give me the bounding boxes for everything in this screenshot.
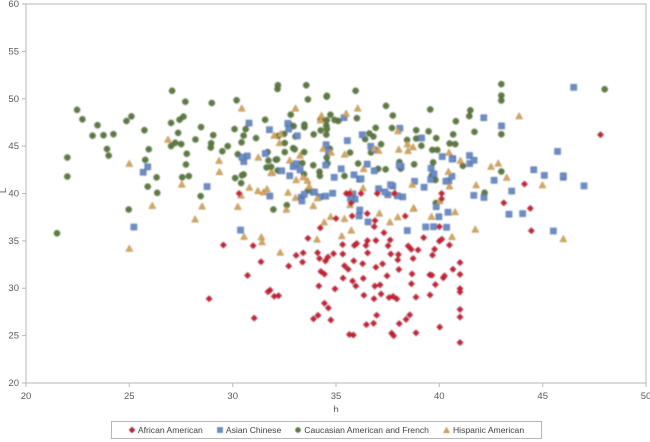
svg-text:40: 40 bbox=[8, 189, 19, 200]
svg-text:h: h bbox=[333, 405, 339, 412]
svg-text:25: 25 bbox=[124, 391, 135, 402]
svg-text:35: 35 bbox=[8, 236, 19, 247]
svg-text:L: L bbox=[0, 188, 9, 193]
svg-text:30: 30 bbox=[8, 283, 19, 294]
svg-text:45: 45 bbox=[8, 141, 19, 152]
svg-text:20: 20 bbox=[8, 378, 19, 389]
svg-text:60: 60 bbox=[8, 0, 19, 10]
svg-text:40: 40 bbox=[434, 391, 445, 402]
svg-text:55: 55 bbox=[8, 46, 19, 57]
svg-text:45: 45 bbox=[537, 391, 548, 402]
svg-text:50: 50 bbox=[641, 391, 650, 402]
svg-text:50: 50 bbox=[8, 94, 19, 105]
svg-text:35: 35 bbox=[331, 391, 342, 402]
svg-text:25: 25 bbox=[8, 331, 19, 342]
svg-text:20: 20 bbox=[21, 391, 32, 402]
svg-text:30: 30 bbox=[227, 391, 238, 402]
